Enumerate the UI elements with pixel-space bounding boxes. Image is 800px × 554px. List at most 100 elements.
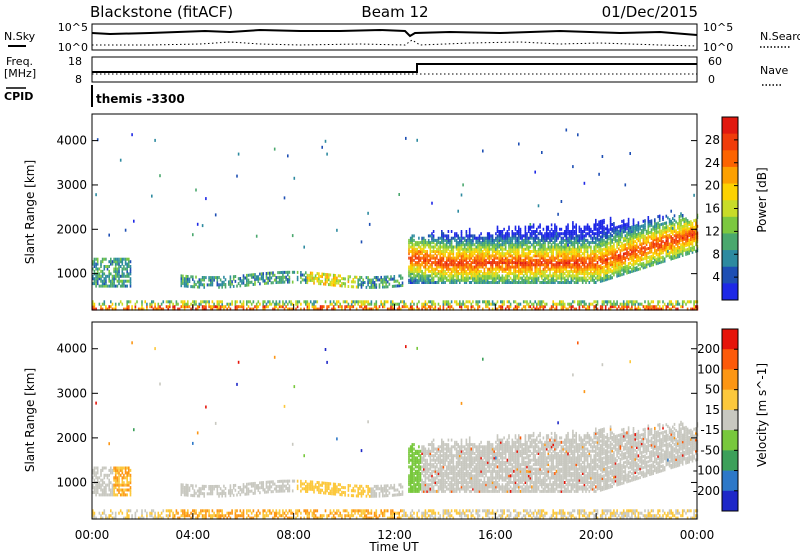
power-cell (93, 269, 96, 273)
power-cell (252, 300, 255, 304)
power-cell (672, 237, 674, 240)
power-cell (678, 239, 681, 243)
power-cell (631, 300, 633, 304)
power-cell (685, 248, 687, 252)
power-cell (596, 232, 599, 236)
power-cell (568, 232, 571, 236)
power-cell (419, 263, 422, 267)
power-cell (621, 305, 623, 309)
power-cell (364, 307, 366, 311)
power-cell (100, 274, 102, 278)
power-cell (572, 274, 574, 278)
power-cell (604, 273, 607, 277)
power-cell (128, 260, 130, 264)
power-cell (126, 279, 128, 283)
power-cell (370, 283, 373, 287)
power-cell (182, 274, 184, 278)
power-cell (621, 257, 623, 261)
power-cell (622, 302, 625, 306)
power-cell (423, 241, 425, 245)
power-cell (563, 278, 566, 282)
power-cell (524, 263, 527, 267)
velocity-cell (106, 493, 109, 497)
power-cell (429, 307, 432, 311)
power-cell (639, 256, 641, 260)
power-cell (288, 278, 291, 282)
power-cell (413, 281, 415, 284)
power-cell (444, 281, 446, 284)
power-cell (606, 233, 609, 237)
power-cell (526, 274, 528, 278)
power-cell (486, 234, 489, 238)
velocity-cell (96, 468, 99, 472)
power-cell (608, 235, 610, 239)
power-cell (96, 277, 99, 281)
power-cell (462, 265, 464, 269)
power-cell (644, 252, 646, 256)
power-cell (541, 276, 543, 280)
power-cell (514, 250, 517, 253)
power-cell (541, 302, 543, 306)
power-cell (331, 283, 333, 287)
power-cell (439, 274, 441, 278)
power-cell (465, 281, 468, 284)
power-cell (593, 236, 595, 240)
power-cell (98, 302, 101, 306)
velocity-cell (123, 466, 125, 470)
power-cell (654, 222, 656, 226)
power-cell (554, 238, 556, 242)
power-cell (501, 261, 504, 265)
power-cell (591, 238, 594, 242)
power-cell (429, 243, 432, 247)
power-cell (627, 224, 630, 228)
power-cell (606, 244, 609, 248)
power-cell (486, 232, 489, 236)
power-cell (608, 241, 610, 245)
power-cell (573, 274, 576, 278)
power-cell (396, 284, 399, 288)
power-cell (583, 302, 586, 306)
power-cell (405, 136, 407, 140)
power-cell (391, 302, 394, 306)
power-cell (601, 155, 604, 158)
power-cell (683, 233, 686, 237)
power-cell (658, 252, 661, 256)
power-cell (426, 278, 428, 282)
power-cell (649, 244, 651, 248)
power-cell (200, 300, 202, 304)
power-cell (372, 307, 374, 311)
power-cell (391, 284, 394, 288)
power-cell (680, 227, 682, 231)
power-cell (686, 234, 689, 238)
power-cell (467, 263, 469, 267)
power-cell (563, 238, 566, 242)
power-cell (398, 193, 400, 196)
velocity-cell (116, 488, 119, 492)
power-cell (509, 305, 512, 309)
power-cell (465, 274, 468, 278)
power-cell (529, 265, 532, 269)
power-cell (442, 274, 445, 278)
power-cell (450, 261, 453, 265)
velocity-cell (103, 473, 106, 477)
power-cell (414, 261, 417, 265)
power-cell (372, 278, 374, 282)
power-cell (413, 278, 415, 282)
power-cell (449, 252, 451, 256)
power-cell (495, 243, 497, 247)
power-cell (568, 245, 571, 249)
power-cell (218, 283, 220, 287)
power-cell (431, 272, 433, 276)
power-cell (599, 224, 602, 228)
power-cell (445, 278, 448, 282)
power-cell (599, 307, 602, 311)
power-cell (409, 272, 412, 276)
power-cell (495, 236, 497, 240)
power-cell (441, 267, 443, 271)
power-cell (414, 281, 417, 284)
power-cell (595, 265, 597, 269)
power-cell (611, 247, 613, 251)
power-cell (419, 245, 422, 249)
power-cell (575, 261, 577, 265)
